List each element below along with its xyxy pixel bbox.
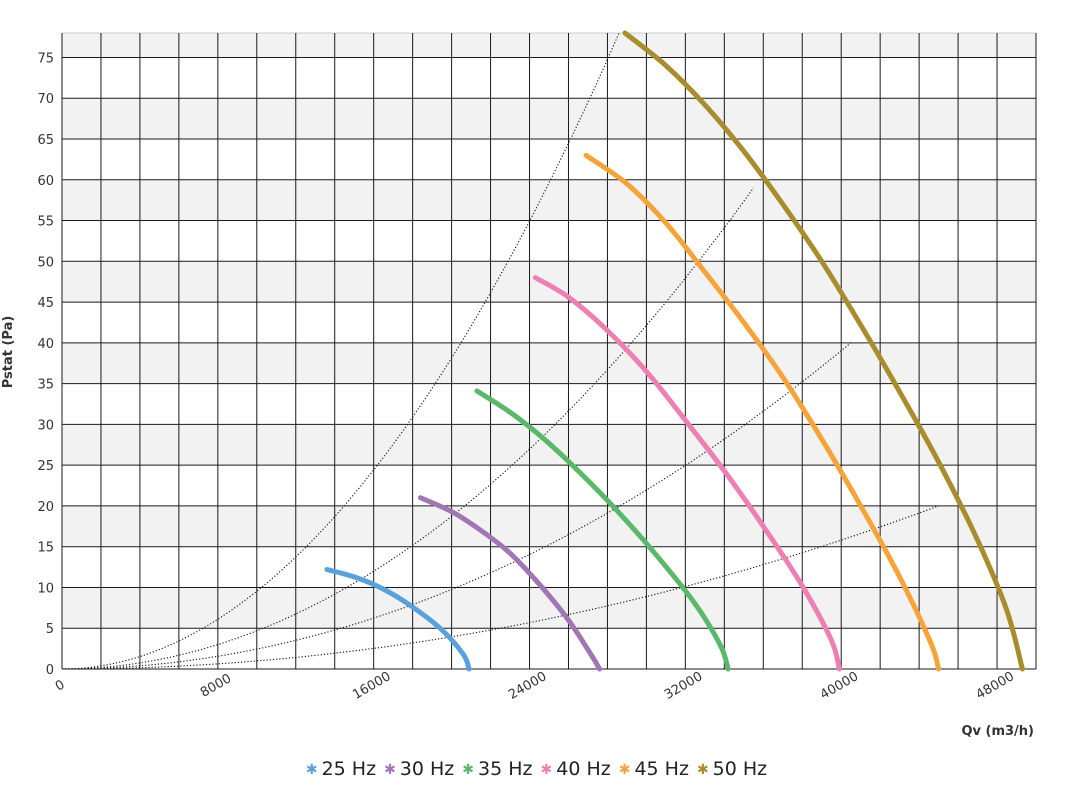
x-axis-title: Qv (m3/h)	[961, 724, 1034, 739]
background-band	[62, 383, 1036, 425]
legend-item: ✱ 30 Hz	[384, 758, 454, 780]
series-line	[622, 30, 1025, 672]
y-tick-label: 40	[37, 337, 54, 352]
x-tick-label: 48000	[974, 669, 1017, 703]
series-line	[324, 567, 472, 672]
legend-label: 35 Hz	[478, 758, 533, 780]
legend-item: ✱ 45 Hz	[619, 758, 689, 780]
legend-marker-icon: ✱	[462, 762, 475, 778]
system-curve	[61, 342, 852, 670]
legend-label: 40 Hz	[556, 758, 611, 780]
background-band	[62, 302, 1036, 343]
y-tick-label: 0	[46, 663, 54, 678]
chart-legend: ✱ 25 Hz ✱ 30 Hz ✱ 35 Hz ✱ 40 Hz ✱ 45 Hz ✱ 50 Hz	[0, 758, 1073, 780]
system-curves	[61, 32, 939, 670]
y-tick-label: 50	[37, 255, 54, 270]
legend-label: 45 Hz	[634, 758, 689, 780]
background-band	[62, 98, 1036, 139]
x-axis-tick-labels: 0 8000 16000 24000 32000 40000 48000	[53, 669, 1017, 703]
y-axis-title: Pstat (Pa)	[1, 316, 16, 389]
background-band	[62, 628, 1036, 669]
y-tick-label: 30	[37, 418, 54, 433]
background-band	[62, 546, 1036, 588]
legend-marker-icon: ✱	[384, 762, 396, 778]
x-tick-label: 32000	[662, 669, 705, 703]
legend-item: ✱ 35 Hz	[462, 758, 532, 780]
y-tick-label: 20	[37, 500, 54, 515]
background-band	[62, 505, 1036, 547]
y-tick-label: 15	[37, 541, 54, 556]
series-line	[532, 275, 842, 672]
series-line	[474, 388, 731, 672]
y-tick-label: 25	[37, 459, 54, 474]
legend-marker-icon: ✱	[540, 762, 553, 778]
y-tick-label: 10	[37, 581, 54, 596]
x-tick-label: 8000	[198, 671, 234, 701]
legend-item: ✱ 25 Hz	[306, 758, 376, 780]
legend-label: 25 Hz	[321, 758, 377, 780]
background-band	[62, 57, 1036, 99]
background-band	[62, 465, 1036, 506]
system-curve	[61, 32, 620, 670]
legend-label: 50 Hz	[712, 758, 768, 780]
background-band	[62, 33, 1036, 58]
legend-label: 30 Hz	[399, 758, 455, 780]
horizontal-gridlines	[62, 32, 1036, 670]
background-band	[62, 139, 1036, 180]
y-tick-label: 60	[37, 174, 54, 189]
y-tick-label: 5	[46, 622, 54, 637]
legend-item: ✱ 50 Hz	[697, 758, 767, 780]
y-tick-label: 35	[37, 378, 54, 393]
legend-item: ✱ 40 Hz	[541, 758, 611, 780]
y-axis-tick-labels: 0 5 10 15 20 25 30 35 40 45 50 55 60 65 70 75	[37, 51, 54, 678]
background-band	[62, 261, 1036, 303]
x-tick-label: 0	[53, 677, 68, 694]
y-tick-label: 45	[37, 296, 54, 311]
vertical-gridlines	[61, 33, 1037, 669]
y-tick-label: 55	[37, 215, 54, 230]
y-tick-label: 70	[37, 92, 54, 107]
series-line	[583, 152, 942, 672]
legend-marker-icon: ✱	[618, 762, 631, 778]
background-band	[62, 220, 1036, 262]
series-lines	[324, 30, 1025, 672]
x-tick-label: 40000	[818, 669, 861, 703]
background-bands	[62, 33, 1036, 669]
system-curve	[61, 187, 754, 670]
x-tick-label: 24000	[506, 669, 549, 703]
y-tick-label: 75	[37, 51, 54, 66]
y-tick-label: 65	[37, 133, 54, 148]
legend-marker-icon: ✱	[696, 762, 709, 778]
background-band	[62, 179, 1036, 221]
legend-marker-icon: ✱	[305, 762, 318, 778]
x-tick-label: 16000	[350, 669, 393, 703]
series-line	[417, 495, 603, 672]
